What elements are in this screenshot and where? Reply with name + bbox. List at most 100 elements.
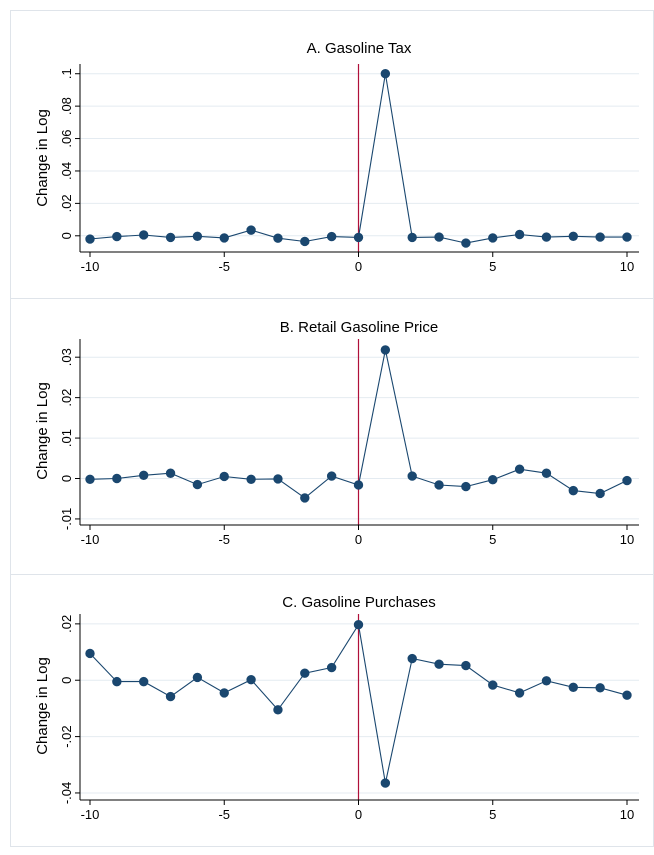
data-point [112, 231, 122, 242]
data-point [461, 660, 471, 671]
ticks: -.04 -.02 0 .02 -10 -5 0 5 10 [59, 615, 634, 822]
data-point [326, 662, 337, 673]
y-tick-label: 0 [59, 232, 74, 239]
data-point [300, 236, 310, 247]
data-point [326, 471, 337, 481]
data-point [488, 233, 498, 243]
data-point [85, 474, 95, 485]
x-tick-label: -5 [218, 807, 230, 822]
data-point [595, 488, 605, 499]
data-point [273, 233, 283, 243]
x-tick-label: 0 [355, 532, 362, 547]
x-tick-label: 5 [489, 259, 496, 274]
data-point [595, 232, 605, 242]
axes [79, 64, 639, 253]
data-point [568, 231, 578, 241]
x-tick-label: -5 [218, 259, 230, 274]
data-point [622, 232, 632, 242]
panel-retail-gasoline-price: B. Retail Gasoline Price Change in Log -… [10, 298, 654, 575]
x-tick-label: 10 [620, 259, 634, 274]
x-tick-label: -10 [81, 807, 100, 822]
y-tick-label: -.02 [59, 725, 74, 747]
y-tick-label: 0 [59, 475, 74, 482]
panel-gasoline-tax: A. Gasoline Tax Change in Log 0 .02 .04 .06… [10, 10, 654, 299]
data-point [461, 481, 471, 492]
data-point [165, 468, 176, 478]
data-point [300, 668, 310, 678]
data-point [380, 69, 391, 79]
y-tick-label: .03 [59, 348, 74, 366]
y-tick-label: -.04 [59, 782, 74, 804]
data-point [353, 232, 364, 243]
panel-title: C. Gasoline Purchases [282, 594, 435, 611]
data-point [112, 676, 122, 687]
data-point [488, 680, 498, 690]
y-tick-label: .02 [59, 615, 74, 633]
data-point [380, 345, 391, 355]
data-point [139, 470, 149, 480]
data-point [595, 683, 605, 693]
axes [79, 339, 639, 526]
data-point [246, 674, 256, 685]
data-point [407, 232, 417, 243]
data-point [353, 480, 364, 490]
y-tick-label: -.01 [59, 508, 74, 530]
panel-gasoline-purchases: C. Gasoline Purchases Change in Log -.04… [10, 574, 654, 847]
data-point [407, 653, 417, 664]
data-points [85, 620, 632, 788]
plot-area [80, 614, 639, 800]
x-tick-label: 0 [355, 807, 362, 822]
data-point [112, 473, 122, 484]
y-tick-label: .06 [59, 130, 74, 148]
data-points [85, 345, 632, 503]
data-point [192, 672, 203, 683]
y-axis-title: Change in Log [34, 382, 51, 480]
y-axis-title: Change in Log [34, 657, 51, 755]
data-point [568, 682, 578, 692]
data-point [139, 230, 149, 240]
data-point [300, 493, 310, 503]
y-tick-label: 0 [59, 677, 74, 684]
data-point [139, 676, 149, 687]
panel-title: A. Gasoline Tax [307, 40, 412, 57]
data-point [434, 659, 444, 669]
data-point [85, 648, 95, 659]
plot-area [80, 339, 639, 525]
x-tick-label: 5 [489, 532, 496, 547]
data-point [488, 475, 498, 485]
data-point [165, 232, 176, 243]
data-point [541, 232, 552, 242]
data-point [622, 690, 632, 700]
data-point [165, 691, 176, 702]
data-point [326, 231, 337, 242]
axes [79, 614, 639, 801]
data-point [434, 232, 444, 242]
ticks: -.01 0 .01 .02 .03 -10 -5 0 5 10 [59, 348, 634, 547]
data-point [407, 471, 417, 481]
data-point [622, 475, 632, 486]
y-axis-title: Change in Log [34, 109, 51, 207]
x-tick-label: 10 [620, 532, 634, 547]
x-tick-label: 0 [355, 259, 362, 274]
data-point [514, 688, 525, 698]
plot-area [80, 64, 639, 252]
data-point [434, 480, 444, 490]
data-point [568, 485, 578, 496]
y-tick-label: .02 [59, 389, 74, 407]
data-point [514, 464, 525, 474]
data-point [273, 474, 283, 484]
data-point [461, 238, 471, 248]
data-point [219, 688, 229, 698]
data-point [380, 778, 391, 788]
data-point [514, 229, 525, 240]
data-point [192, 231, 203, 241]
y-tick-label: .01 [59, 429, 74, 447]
y-tick-label: .02 [59, 194, 74, 212]
x-tick-label: -5 [218, 532, 230, 547]
x-tick-label: 10 [620, 807, 634, 822]
data-point [246, 225, 256, 235]
y-tick-label: .08 [59, 97, 74, 115]
data-point [273, 705, 283, 715]
data-point [246, 474, 256, 485]
data-point [192, 479, 203, 490]
